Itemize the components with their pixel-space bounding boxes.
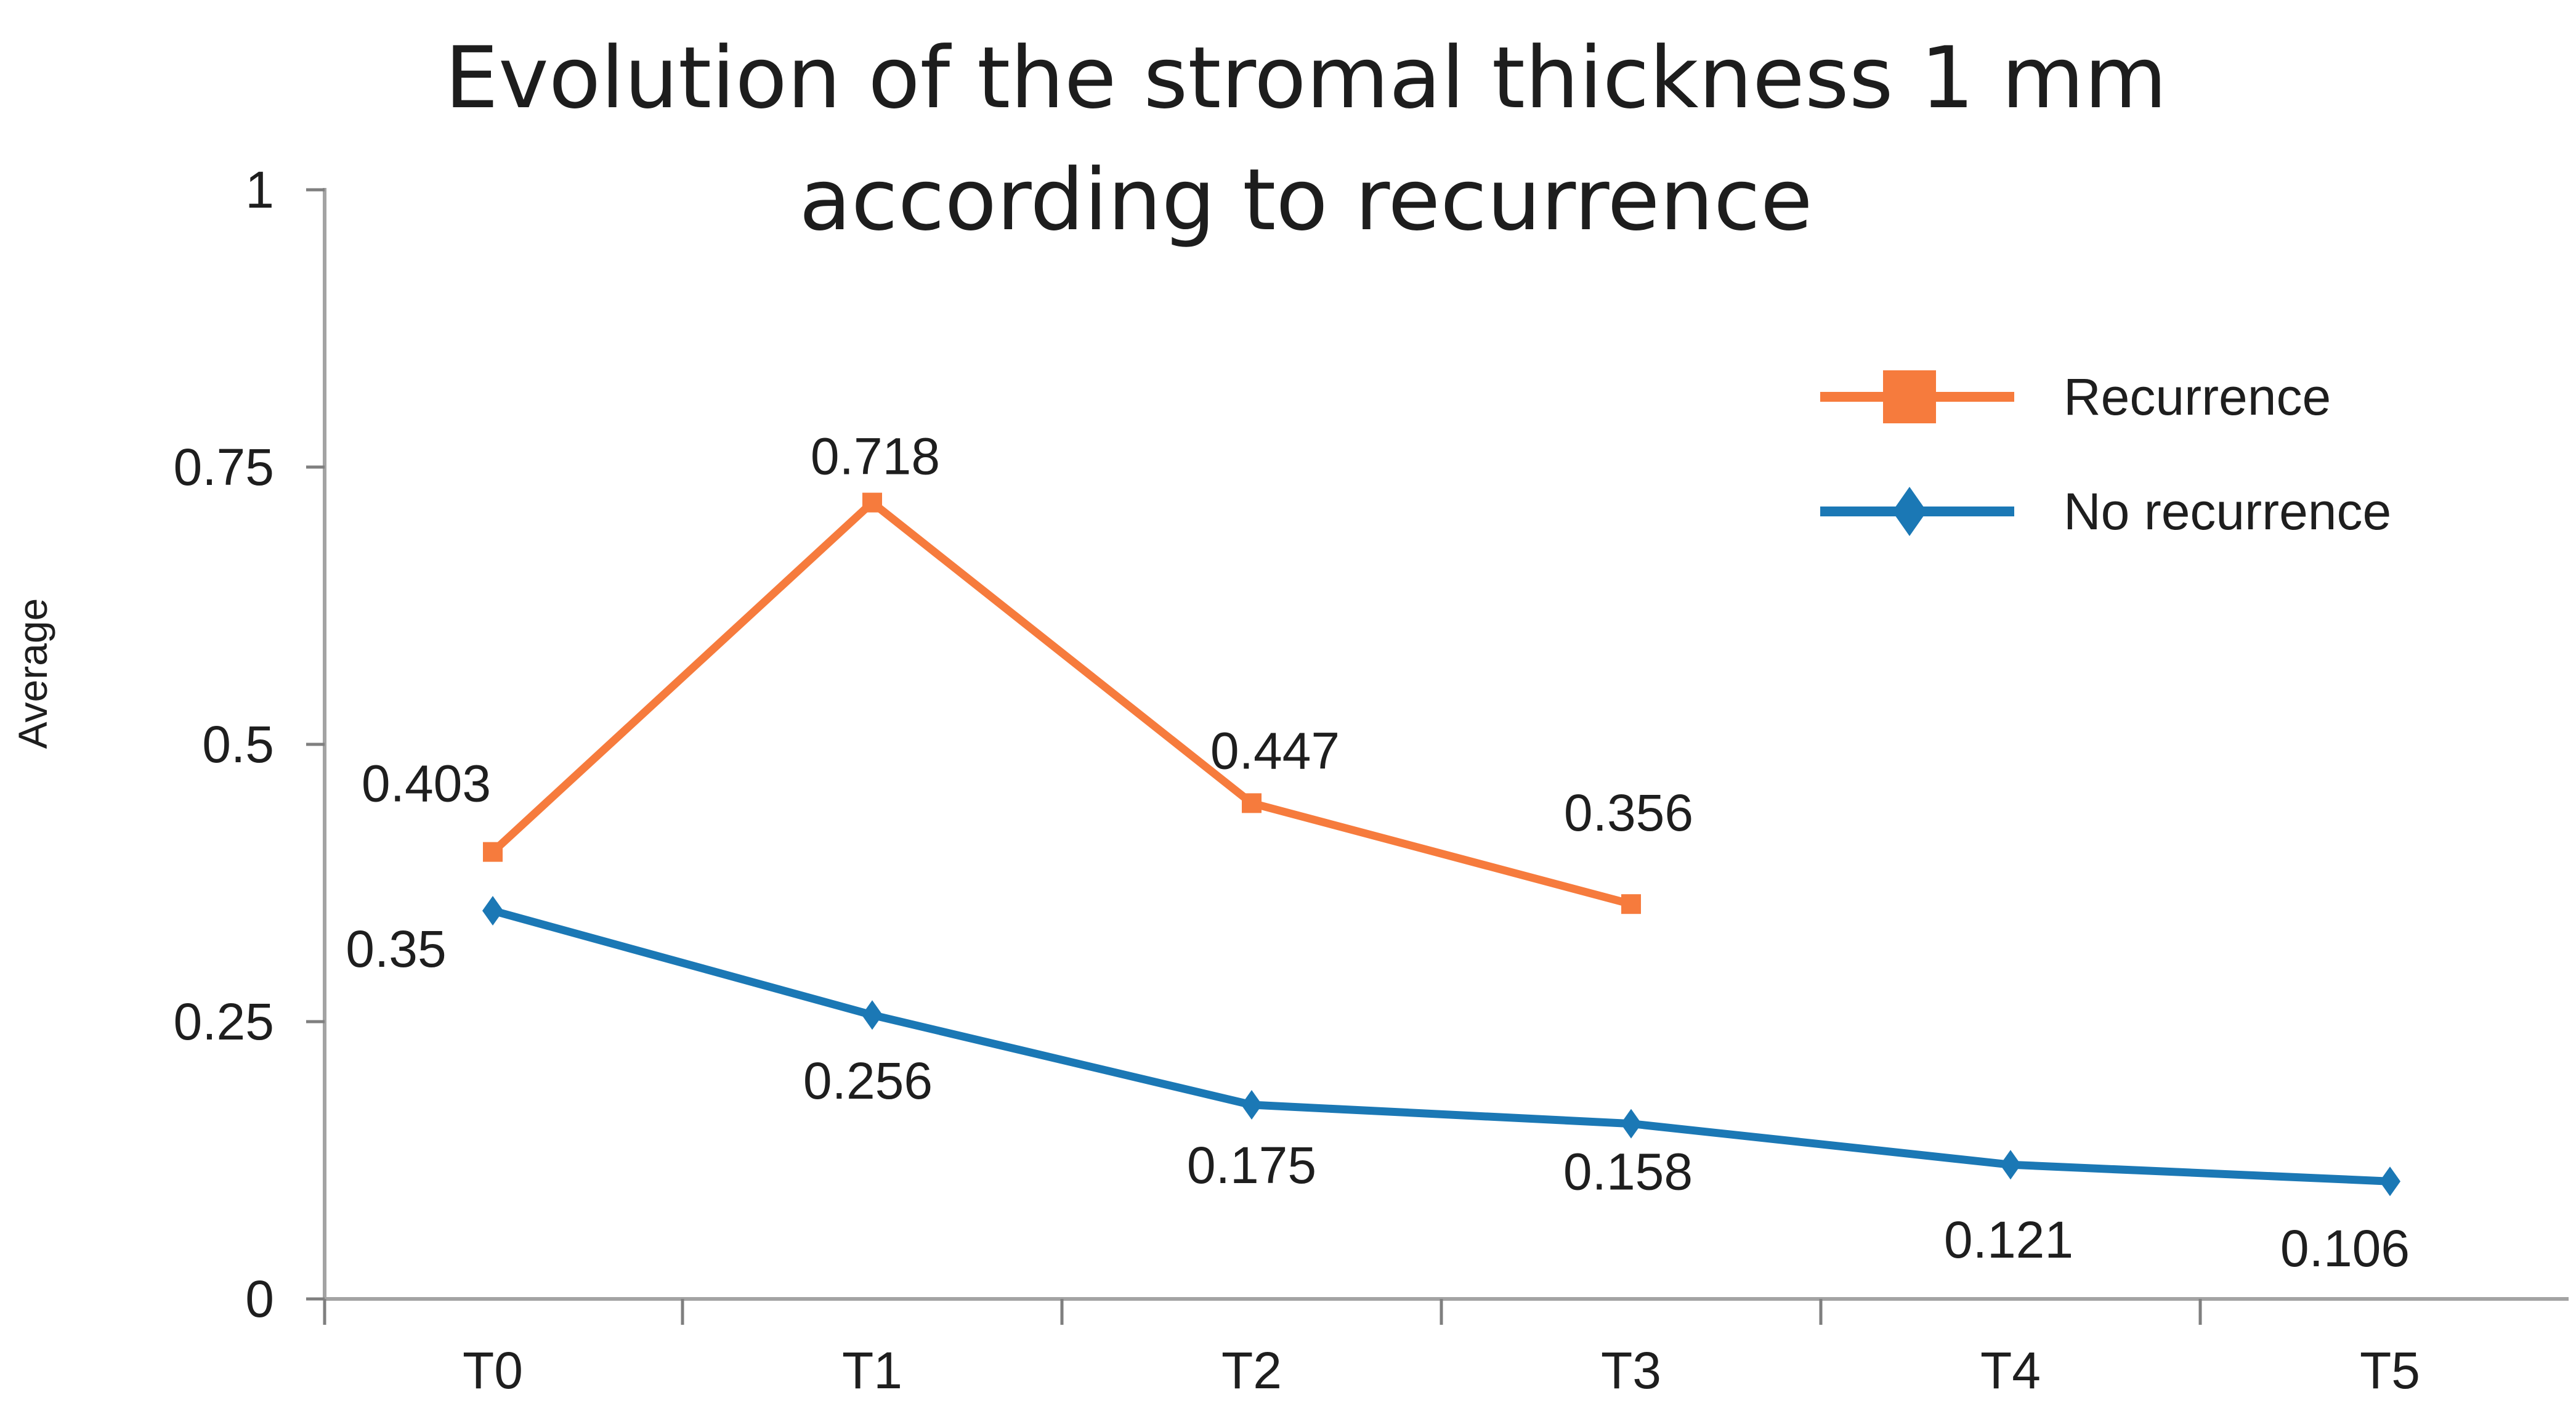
y-axis-ticks [306,188,325,1301]
data-point-marker-square [483,842,503,862]
data-point-marker-diamond [2380,1166,2400,1197]
y-tick-label: 0.25 [174,993,275,1051]
legend-item-no-recurrence: No recurrence [1820,482,2391,540]
data-label: 0.106 [2280,1219,2410,1277]
data-point-marker-square [862,492,882,513]
legend-item-recurrence: Recurrence [1820,368,2331,426]
data-labels-layer: 0.403 0.718 0.447 0.356 0.35 0.256 0.175 0.158 0… [346,428,2410,1278]
data-point-marker-diamond [1621,1109,1642,1139]
x-tick-label: T5 [2360,1341,2420,1399]
no-recurrence-diamond-marker-icon [1892,487,1927,536]
data-point-marker-diamond [1241,1090,1262,1120]
data-label: 0.356 [1564,784,1693,842]
recurrence-square-marker-icon [1883,370,1936,423]
chart-title: Evolution of the stromal thickness 1 mm … [320,17,2291,261]
data-label: 0.158 [1563,1143,1693,1201]
data-label: 0.403 [362,755,491,813]
legend: Recurrence No recurrence [1820,368,2391,540]
y-tick-label: 1 [245,161,274,219]
x-tick-label: T2 [1221,1341,1282,1399]
legend-label-recurrence: Recurrence [2064,368,2331,426]
data-label: 0.718 [811,428,940,486]
y-tick-label: 0.5 [202,715,274,773]
x-tick-label: T0 [463,1341,523,1399]
x-tick-label: T3 [1601,1341,1661,1399]
data-point-marker-diamond [2000,1150,2021,1180]
x-axis-ticks [323,1299,2202,1325]
x-tick-label: T1 [842,1341,902,1399]
data-point-marker-diamond [862,1000,883,1030]
chart-title-line-1: Evolution of the stromal thickness 1 mm [444,28,2168,128]
data-label: 0.256 [803,1052,933,1110]
x-tick-label: T4 [1980,1341,2041,1399]
chart-title-line-2: according to recurrence [799,150,1813,250]
data-label: 0.175 [1187,1136,1316,1194]
x-axis-tick-labels: T0 T1 T2 T3 T4 T5 [463,1341,2420,1399]
y-tick-label: 0.75 [174,438,275,496]
data-label: 0.35 [346,920,447,978]
legend-label-no-recurrence: No recurrence [2064,482,2391,540]
data-point-marker-square [1242,793,1262,813]
series-layer [482,492,2400,1197]
y-axis-tick-labels: 1 0.75 0.5 0.25 0 [174,161,275,1328]
series-line-recurrence [490,497,1632,908]
data-point-marker-diamond [482,896,503,926]
y-axis-title: Average [10,598,55,749]
series-line-no-recurrence [492,906,2391,1186]
data-label: 0.121 [1944,1211,2073,1269]
data-point-marker-square [1621,894,1641,914]
y-tick-label: 0 [245,1270,274,1328]
data-label: 0.447 [1210,722,1340,779]
